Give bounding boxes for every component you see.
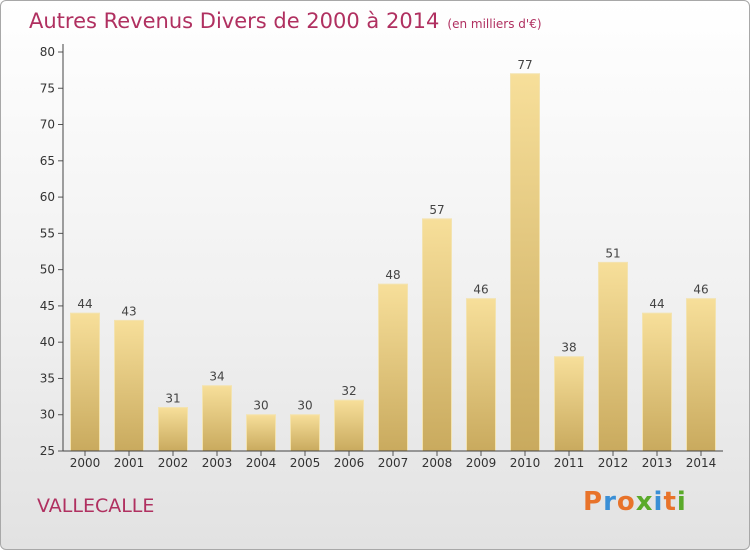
bar-value-label: 48 — [385, 268, 400, 282]
bar — [686, 298, 716, 452]
bar-value-label: 32 — [341, 384, 356, 398]
y-tick-label: 80 — [40, 45, 55, 59]
x-tick-label: 2005 — [290, 456, 321, 470]
bar-value-label: 30 — [297, 399, 312, 413]
chart-title: Autres Revenus Divers de 2000 à 2014 (en … — [29, 9, 542, 33]
bar — [422, 218, 452, 452]
logo-letter: o — [616, 487, 636, 517]
bar-value-label: 51 — [605, 246, 620, 260]
bar — [290, 414, 320, 452]
logo-letter: i — [676, 487, 687, 517]
proxiti-logo: Proxiti — [583, 487, 687, 517]
x-tick-label: 2003 — [202, 456, 233, 470]
bar — [334, 399, 364, 452]
x-tick-label: 2013 — [642, 456, 673, 470]
y-tick-label: 35 — [40, 371, 55, 385]
x-tick-label: 2014 — [686, 456, 717, 470]
logo-letter: i — [653, 487, 664, 517]
bar — [554, 356, 584, 452]
x-tick-label: 2000 — [70, 456, 101, 470]
x-tick-label: 2006 — [334, 456, 365, 470]
x-tick-label: 2011 — [554, 456, 585, 470]
y-tick-label: 65 — [40, 154, 55, 168]
bar-value-label: 44 — [649, 297, 664, 311]
x-tick-label: 2002 — [158, 456, 189, 470]
bar-value-label: 46 — [693, 283, 708, 297]
bar — [378, 283, 408, 452]
y-tick-label: 70 — [40, 118, 55, 132]
bar — [510, 73, 540, 452]
x-tick-label: 2007 — [378, 456, 409, 470]
bar — [598, 261, 628, 452]
x-tick-label: 2004 — [246, 456, 277, 470]
logo-letter: t — [663, 487, 677, 517]
bar — [158, 406, 188, 452]
y-tick-label: 45 — [40, 299, 55, 313]
bar — [246, 414, 276, 452]
bar-value-label: 77 — [517, 58, 532, 72]
x-tick-label: 2009 — [466, 456, 497, 470]
bar-value-label: 57 — [429, 203, 444, 217]
x-tick-label: 2001 — [114, 456, 145, 470]
bar-value-label: 34 — [209, 370, 224, 384]
bar — [114, 319, 144, 452]
y-tick-label: 50 — [40, 263, 55, 277]
location-label: VALLECALLE — [37, 495, 155, 517]
bar-value-label: 43 — [121, 304, 136, 318]
bar — [642, 312, 672, 452]
x-tick-label: 2008 — [422, 456, 453, 470]
chart-subtitle: (en milliers d'€) — [447, 17, 542, 31]
y-tick-label: 55 — [40, 226, 55, 240]
y-tick-label: 40 — [40, 335, 55, 349]
bar-value-label: 30 — [253, 399, 268, 413]
x-tick-label: 2012 — [598, 456, 629, 470]
bar — [202, 385, 232, 452]
y-tick-label: 60 — [40, 190, 55, 204]
bar-value-label: 44 — [77, 297, 92, 311]
y-tick-label: 25 — [40, 444, 55, 458]
bar-value-label: 38 — [561, 341, 576, 355]
logo-letter: r — [603, 487, 617, 517]
logo-letter: P — [583, 487, 604, 517]
bar-value-label: 31 — [165, 391, 180, 405]
y-tick-label: 75 — [40, 81, 55, 95]
chart-title-text: Autres Revenus Divers de 2000 à 2014 — [29, 9, 440, 33]
bar-value-label: 46 — [473, 283, 488, 297]
logo-letter: x — [635, 487, 654, 517]
y-tick-label: 30 — [40, 408, 55, 422]
x-tick-label: 2010 — [510, 456, 541, 470]
bar — [466, 298, 496, 452]
bar — [70, 312, 100, 452]
